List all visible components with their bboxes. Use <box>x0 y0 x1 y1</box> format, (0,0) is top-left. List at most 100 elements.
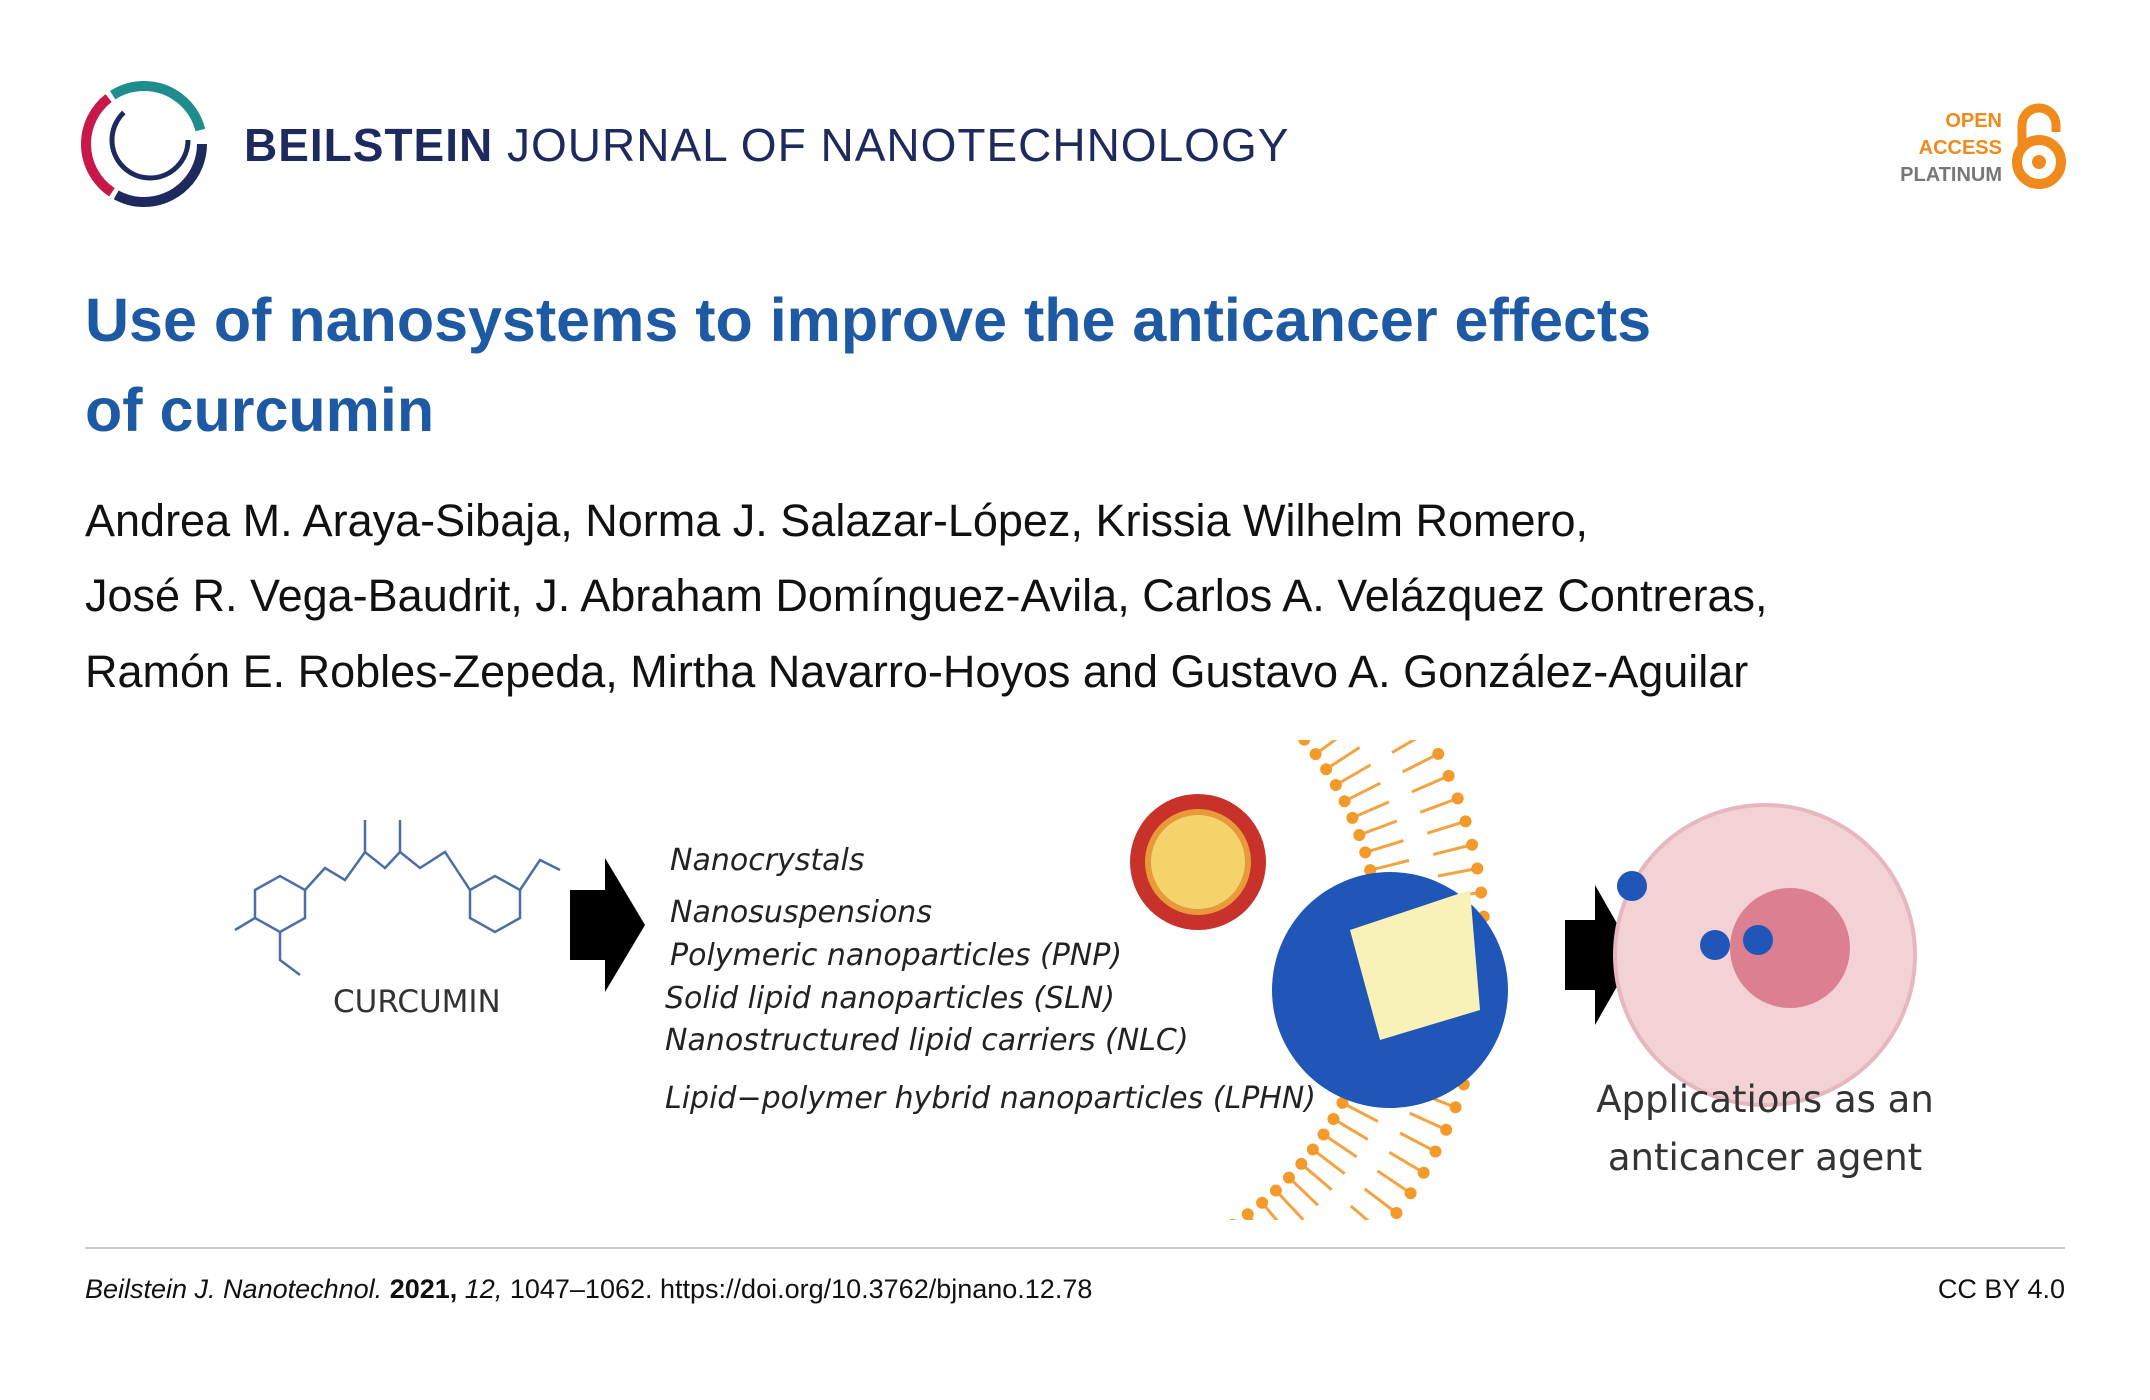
nanosystem-item: Polymeric nanoparticles (PNP) <box>670 938 1122 973</box>
lipid-head <box>1364 864 1377 877</box>
open-access: OPEN ACCESS PLATINUM <box>1860 108 2002 189</box>
lipid-head <box>1317 1128 1330 1141</box>
liposome-core <box>1145 809 1251 915</box>
lipid-tail <box>1351 800 1390 820</box>
journal-logo <box>81 81 207 207</box>
lipid-head <box>1417 1166 1430 1179</box>
nucleus <box>1730 888 1850 1008</box>
nanosystem-item: Lipid−polymer hybrid nanoparticles (LPHN… <box>665 1081 1316 1116</box>
lipid-head <box>1466 838 1479 851</box>
np-dot <box>1617 871 1647 901</box>
lipid-tail <box>1391 740 1417 754</box>
applications-text: anticancer agent <box>1608 1136 1922 1179</box>
lipid-head <box>1306 1143 1319 1156</box>
oa-text: PLATINUM <box>1900 164 2002 186</box>
lipid-tail <box>1401 752 1439 774</box>
journal-name: BEILSTEIN JOURNAL OF NANOTECHNOLOGY <box>244 118 1289 172</box>
author-line: Andrea M. Araya-Sibaja, Norma J. Salazar… <box>85 495 1589 546</box>
lipid-tail <box>1363 1187 1398 1215</box>
np-cutaway <box>1350 890 1480 1040</box>
lipid-tail <box>1260 1201 1279 1220</box>
lipid-head <box>1432 747 1445 760</box>
title-line: of curcumin <box>85 376 435 444</box>
lipid-head <box>1282 1171 1295 1184</box>
lipid-head <box>1429 1145 1442 1158</box>
lipid-tail <box>1335 763 1372 787</box>
lipid-head <box>1256 1196 1269 1209</box>
lipid-head <box>1269 1184 1282 1197</box>
lipid-head <box>1442 769 1455 782</box>
lipid-tail <box>1369 859 1410 872</box>
footer-rule <box>85 1247 2065 1249</box>
lipid-head <box>1471 862 1484 875</box>
lipid-head <box>1451 792 1464 805</box>
np-dot <box>1700 930 1730 960</box>
journal-bold: BEILSTEIN <box>244 119 494 171</box>
cite-volume: 12, <box>464 1274 503 1304</box>
curcumin-label: CURCUMIN <box>333 984 501 1020</box>
lipid-tail <box>1341 1101 1379 1123</box>
arrow <box>570 858 645 992</box>
lipid-head <box>1295 1157 1308 1170</box>
license: CC BY 4.0 <box>1937 1274 2065 1304</box>
logo-arc <box>81 81 207 207</box>
author-line: Ramón E. Robles-Zepeda, Mirtha Navarro-H… <box>85 646 1749 697</box>
lipid-tail <box>1437 867 1478 878</box>
lipid-head <box>1404 1187 1417 1200</box>
lipid-head <box>1475 886 1488 899</box>
lipid-head <box>1353 828 1366 841</box>
lipid-head <box>1390 1207 1403 1220</box>
applications-text: Applications as an <box>1596 1078 1934 1121</box>
lipid-tail <box>1314 740 1338 756</box>
lipid-head <box>1309 748 1322 761</box>
lipid-tail <box>1364 839 1404 854</box>
lipid-tail <box>1399 1131 1437 1153</box>
logo-arc <box>81 81 207 207</box>
arrow <box>1565 885 1635 1025</box>
lipid-tail <box>1349 1204 1370 1220</box>
oa-text: ACCESS <box>1918 137 2002 159</box>
lipid-head <box>1336 1096 1349 1109</box>
lipid-tail <box>1343 781 1381 803</box>
lipid-head <box>1320 763 1333 776</box>
lipid-head <box>1449 1101 1462 1114</box>
lipid-tail <box>1376 1169 1412 1195</box>
lipid-tail <box>1409 1111 1447 1132</box>
lipid-head <box>1327 1112 1340 1125</box>
oa-text: OPEN <box>1945 110 2002 132</box>
cite-year: 2021, <box>389 1274 458 1304</box>
lipid-tail <box>1322 1133 1358 1159</box>
graphical-abstract: CURCUMIN Applications as an anticancer a… <box>234 740 1934 1220</box>
nanosystem-item: Solid lipid nanoparticles (SLN) <box>665 981 1115 1016</box>
lipid-tail <box>1332 1117 1369 1141</box>
lipid-tail <box>1287 1176 1319 1207</box>
lipid-head <box>1229 1218 1237 1220</box>
curcumin-structure <box>234 820 561 976</box>
lipid-tail <box>1274 1189 1305 1220</box>
lipid-tail <box>1388 1150 1425 1175</box>
lipid-tail <box>1358 819 1398 837</box>
lipid-tail <box>1411 774 1450 794</box>
lipid-head <box>1338 795 1351 808</box>
cite-journal: Beilstein J. Nanotechnol. <box>85 1274 383 1304</box>
nanosystem-item: Nanocrystals <box>670 843 865 878</box>
logo-inner <box>109 99 191 181</box>
lipid-tail <box>1432 843 1473 856</box>
cite-doi: https://doi.org/10.3762/bjnano.12.78 <box>660 1274 1093 1304</box>
lipid-head <box>1329 779 1342 791</box>
lipid-tail <box>1311 1148 1346 1175</box>
lipid-head <box>1459 815 1472 828</box>
lipid-tail <box>1419 796 1459 814</box>
lipid-tail <box>1325 746 1361 771</box>
nanosystem-item: Nanosuspensions <box>670 895 932 930</box>
np-dot <box>1743 925 1773 955</box>
lipid-tail <box>1246 1213 1254 1220</box>
lipid-head <box>1359 846 1372 859</box>
title-line: Use of nanosystems to improve the antica… <box>85 286 1652 354</box>
journal-rest: JOURNAL OF NANOTECHNOLOGY <box>507 119 1290 171</box>
lipid-head <box>1440 1123 1453 1136</box>
lipid-tail <box>1426 819 1466 835</box>
lipid-tail <box>1300 1162 1333 1191</box>
logo-arc <box>81 81 207 207</box>
